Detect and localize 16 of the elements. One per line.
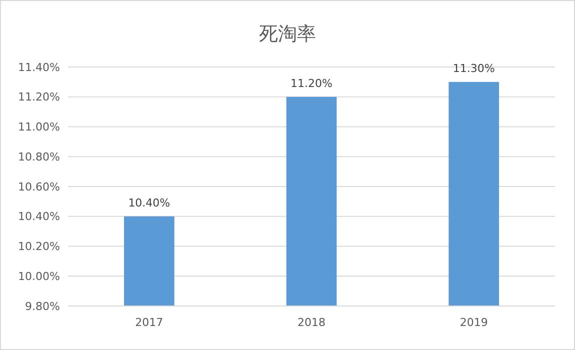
x-tick-label: 2018 xyxy=(298,316,326,329)
x-tick-label: 2019 xyxy=(460,316,488,329)
y-tick-label: 10.80% xyxy=(18,150,60,164)
y-tick-label: 10.00% xyxy=(18,270,60,283)
y-tick-label: 10.40% xyxy=(18,210,60,224)
data-label: 10.40% xyxy=(128,196,170,210)
chart-title: 死淘率 xyxy=(259,23,316,45)
y-tick-label: 10.20% xyxy=(18,240,60,254)
data-label: 11.30% xyxy=(452,62,495,75)
y-tick-label: 10.60% xyxy=(18,180,60,194)
data-label: 11.20% xyxy=(290,76,332,90)
y-tick-label: 11.20% xyxy=(18,90,60,104)
y-tick-label: 11.40% xyxy=(18,60,60,74)
y-tick-label: 11.00% xyxy=(18,120,60,134)
x-tick-label: 2017 xyxy=(135,316,164,329)
y-tick-label: 9.80% xyxy=(25,300,60,313)
